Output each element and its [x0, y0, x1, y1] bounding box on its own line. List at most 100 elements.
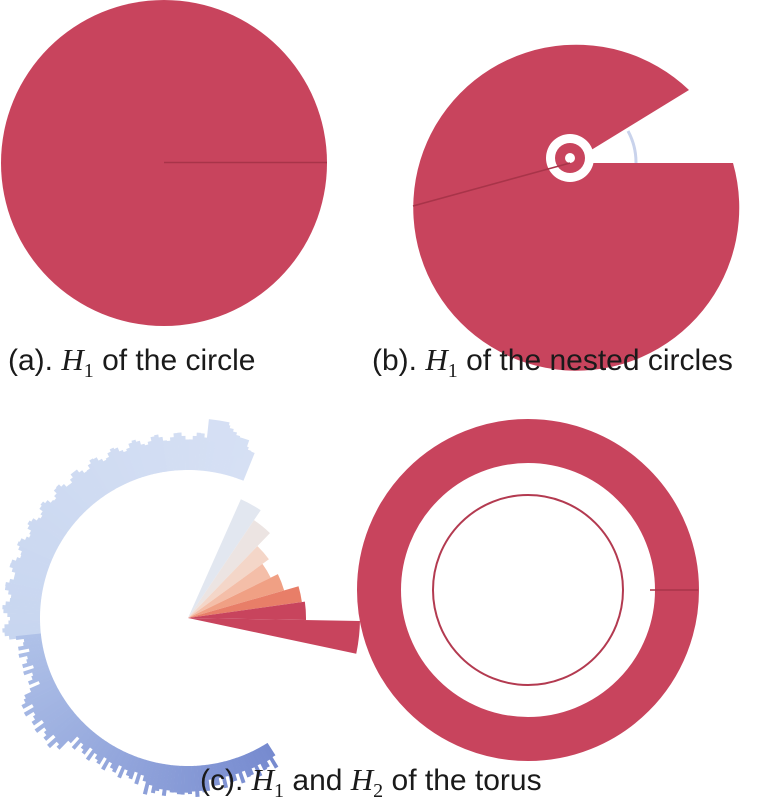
radial-bar	[124, 754, 134, 771]
radial-bar	[10, 559, 48, 575]
radial-bar	[177, 432, 183, 471]
radial-bar	[19, 554, 50, 569]
radial-bar	[4, 623, 41, 629]
radial-fan-wedge	[188, 546, 269, 618]
radial-bar	[31, 669, 51, 680]
radial-bar	[41, 702, 69, 723]
radial-bar	[29, 530, 59, 549]
radial-bar	[39, 505, 71, 531]
radial-bar	[89, 458, 113, 493]
radial-bar	[38, 675, 53, 685]
radial-bar	[251, 750, 261, 766]
radial-bar	[194, 765, 200, 797]
radial-bar	[162, 440, 171, 472]
radial-bar	[15, 633, 42, 641]
radial-bar	[155, 763, 164, 792]
radial-bar	[253, 749, 268, 771]
radial-bar	[134, 757, 143, 773]
radial-bar	[18, 642, 43, 651]
radial-bar	[43, 712, 77, 741]
radial-bar	[148, 762, 158, 786]
radial-bar	[125, 755, 137, 777]
radial-bar	[109, 749, 123, 770]
radial-bar	[224, 760, 234, 783]
radial-bar	[70, 471, 97, 504]
radial-bar	[66, 484, 90, 510]
radial-bar	[201, 437, 209, 471]
radial-bar	[27, 525, 61, 547]
radial-bar	[27, 651, 45, 660]
radial-bar	[23, 636, 42, 643]
radial-bar	[118, 751, 129, 767]
radial-red-wedge	[188, 601, 306, 621]
radial-bar	[23, 663, 49, 676]
radial-bar	[56, 721, 85, 750]
radial-bar	[135, 440, 150, 477]
radial-bar	[40, 515, 68, 536]
radial-bar	[233, 757, 246, 784]
radial-bar	[14, 572, 45, 584]
radial-bar	[150, 436, 162, 474]
radial-bar	[19, 538, 55, 558]
radial-bar	[78, 470, 102, 500]
radial-bar	[86, 468, 107, 497]
radial-bar	[71, 727, 92, 750]
radial-fan-wedge	[188, 574, 285, 618]
radial-bar	[11, 567, 46, 581]
radial-bar	[5, 601, 41, 608]
radial-bar	[212, 763, 221, 786]
radial-bar	[169, 765, 176, 793]
radial-bar	[22, 657, 47, 669]
radial-bar	[9, 563, 47, 578]
radial-bar	[18, 545, 52, 563]
radial-bar	[24, 681, 56, 699]
radial-bar	[40, 501, 73, 528]
radial-bar	[123, 450, 138, 481]
radial-bar	[50, 499, 77, 524]
radial-bar	[161, 764, 170, 797]
radial-bar	[147, 441, 159, 474]
radial-bar	[204, 440, 212, 472]
radial-spike	[231, 436, 250, 460]
radial-bar	[26, 654, 46, 664]
radial-bar	[240, 451, 255, 481]
radial-bar	[173, 433, 180, 471]
radial-bar	[21, 686, 59, 709]
radial-bar	[144, 444, 156, 475]
radial-fan-wedge	[188, 499, 261, 618]
radial-bar	[236, 756, 246, 772]
radial-bar	[259, 746, 271, 762]
radial-bar	[69, 477, 95, 506]
radial-bar	[158, 436, 168, 472]
radial-bar	[109, 447, 129, 484]
radial-bar	[166, 764, 173, 791]
radial-bar	[23, 692, 62, 717]
panel-a	[1, 0, 327, 326]
radial-bar	[83, 470, 105, 498]
radial-bar	[96, 742, 112, 765]
radial-bar	[154, 434, 165, 473]
radial-bar	[111, 750, 126, 773]
radial-bar	[40, 510, 69, 533]
radial-bar	[10, 594, 42, 602]
radial-bar	[34, 704, 71, 733]
thin-outer-arc	[626, 130, 638, 164]
radial-bar	[44, 500, 75, 526]
radial-bar	[213, 434, 225, 473]
radial-red-wedge	[188, 618, 360, 654]
radial-bar	[134, 758, 146, 785]
radial-bar	[32, 660, 48, 669]
radial-bar	[237, 449, 252, 480]
torus-inner-circle	[432, 494, 624, 686]
radial-bar	[32, 666, 50, 676]
caption-a: (a). H1 of the circle	[8, 342, 255, 382]
radial-bar	[210, 437, 220, 473]
radial-bar	[68, 723, 87, 744]
radial-bar	[9, 578, 44, 590]
radial-bar	[218, 762, 229, 789]
radial-bar	[69, 482, 93, 508]
radial-bar	[76, 725, 90, 739]
panel-b	[412, 44, 740, 371]
radial-bar	[94, 739, 107, 755]
